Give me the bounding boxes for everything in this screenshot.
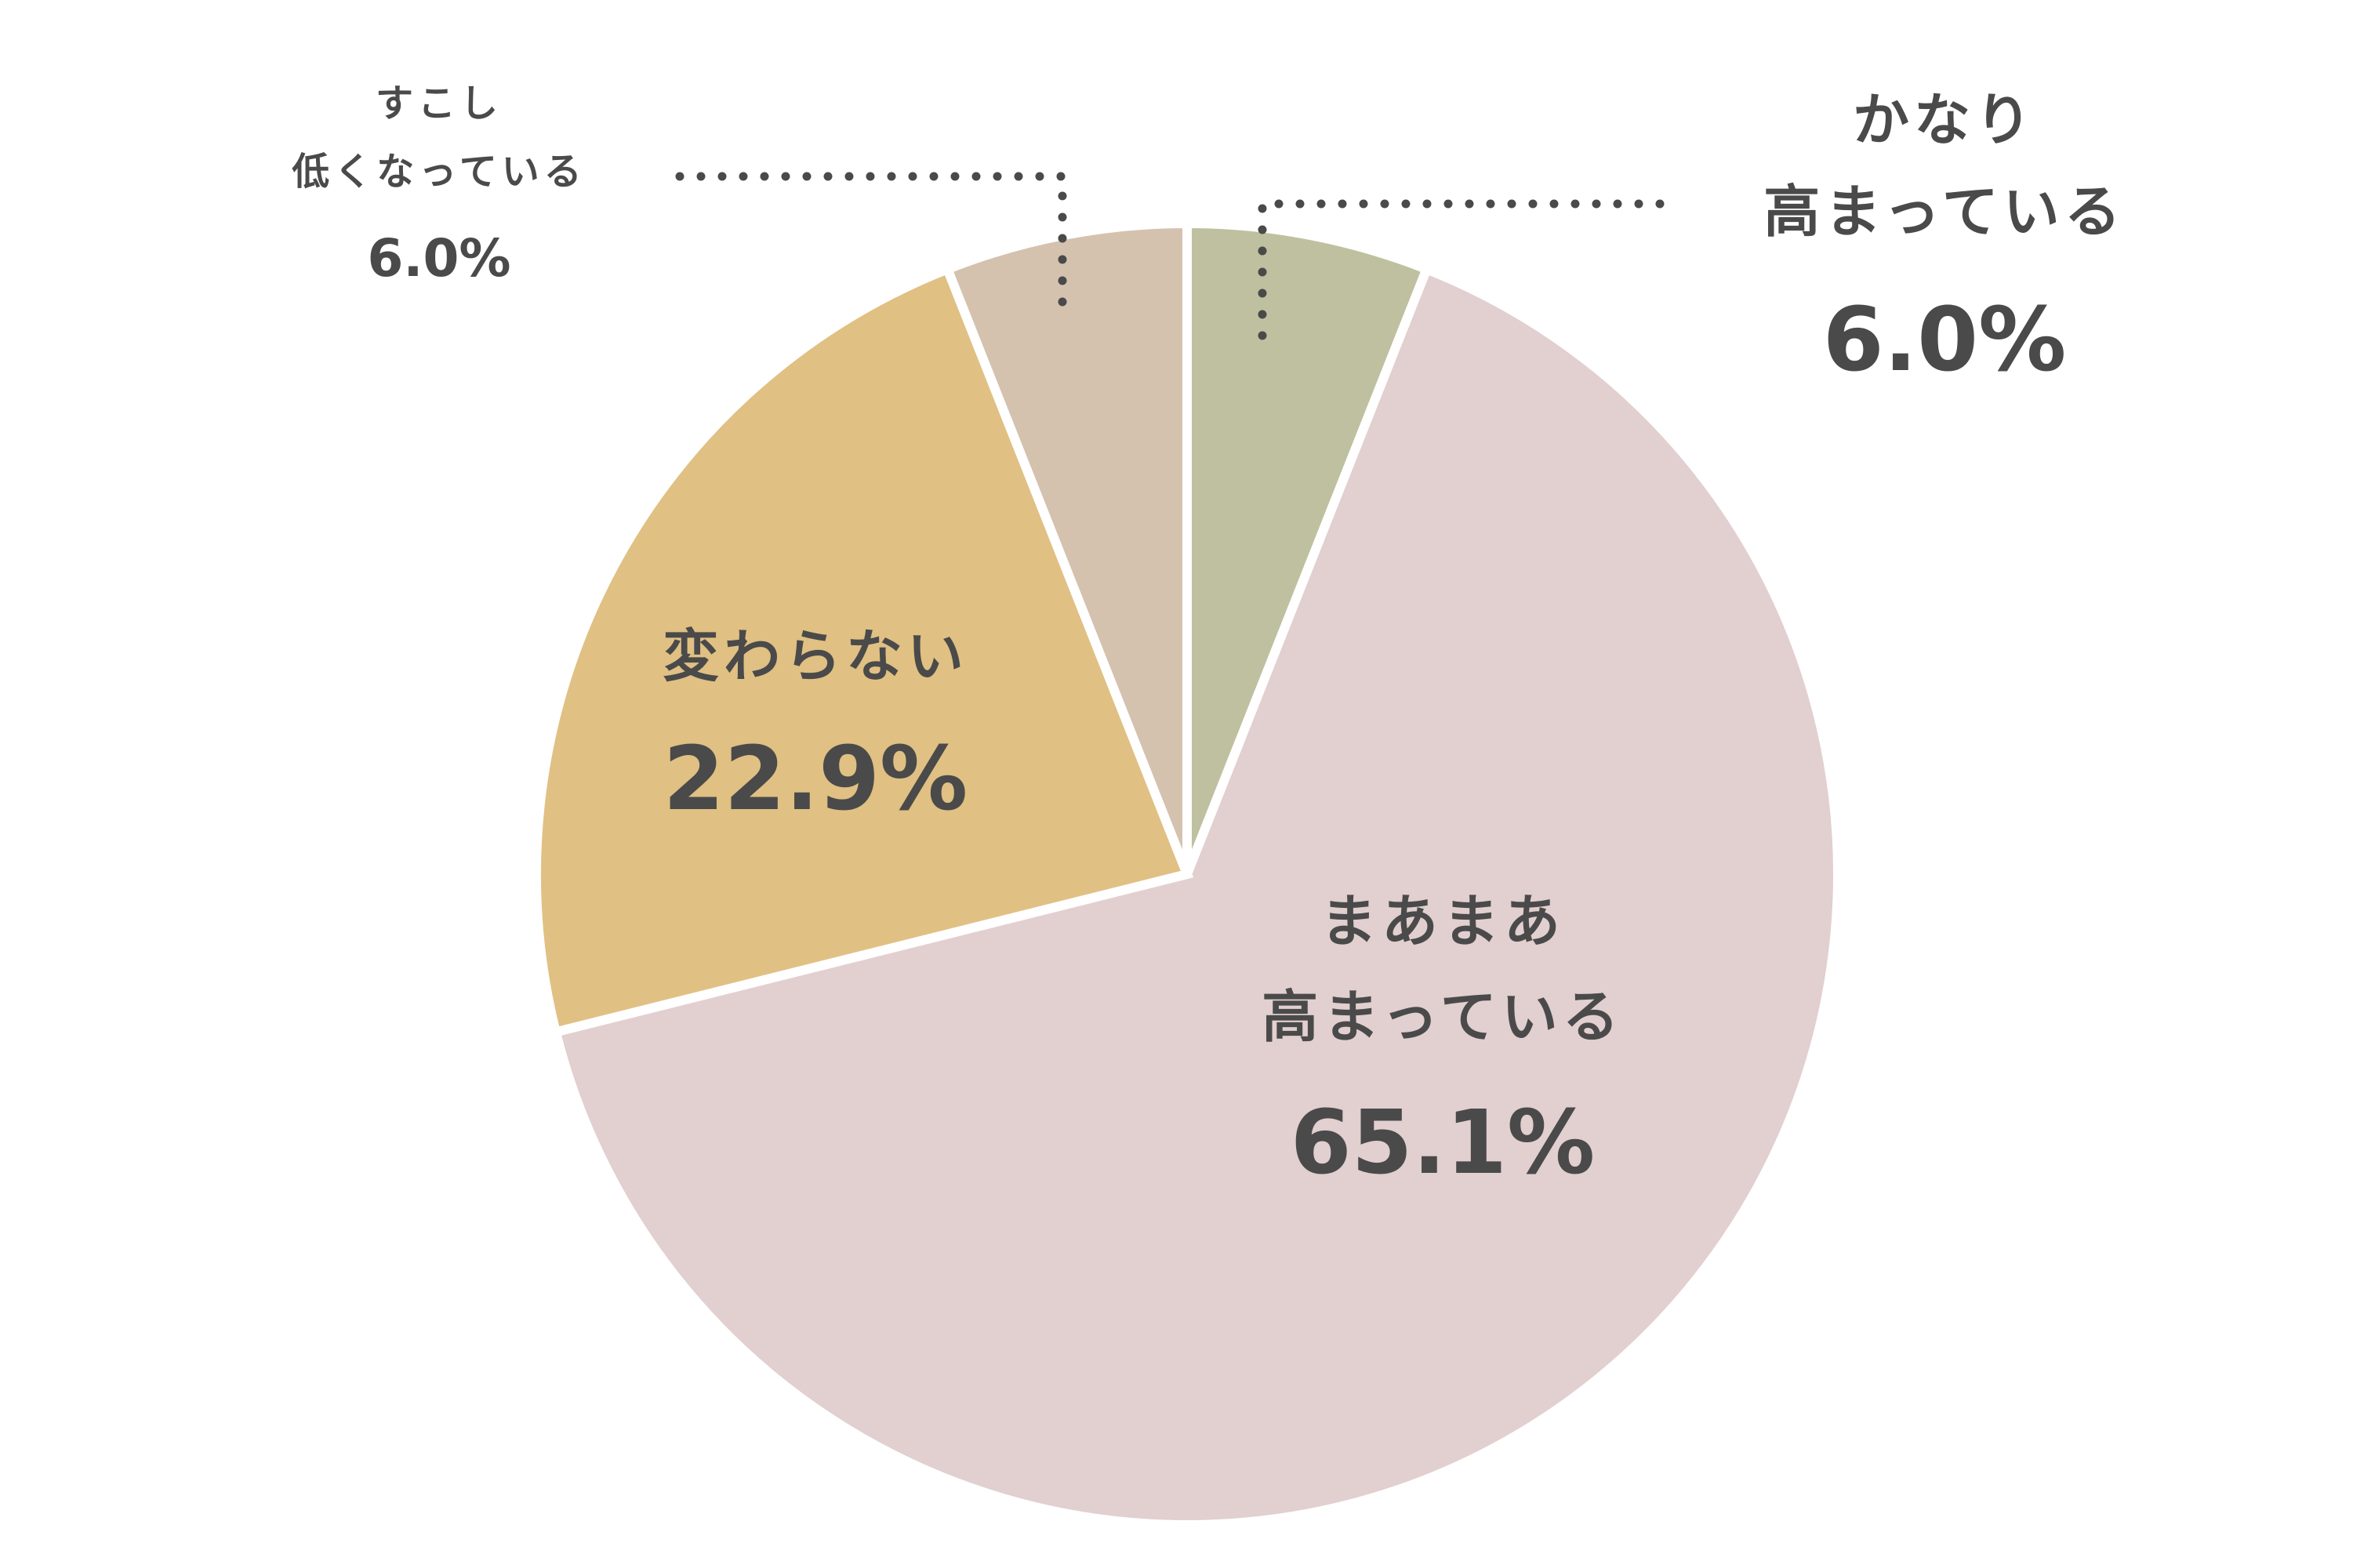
label-sukoshi-line1: すこし xyxy=(376,82,503,125)
label-maamaa-line2: 高まっている xyxy=(1262,984,1624,1050)
slice-sukoshi xyxy=(941,218,1192,877)
value-maamaa: 65.1% xyxy=(1291,1092,1596,1194)
label-kanari-line1: かなり xyxy=(1853,87,2036,153)
value-kanari: 6.0% xyxy=(1823,289,2067,391)
slice-kawaranai xyxy=(532,263,1194,1038)
label-kawaranai: 変わらない xyxy=(663,623,968,689)
leader-line-sukoshi xyxy=(662,172,1067,307)
leader-line-kanari xyxy=(1258,199,1667,340)
value-kawaranai: 22.9% xyxy=(663,728,968,830)
label-maamaa-line1: まあまあ xyxy=(1320,888,1565,954)
label-kanari-line2: 高まっている xyxy=(1763,179,2126,245)
slice-maamaa xyxy=(550,263,1843,1530)
pie-slices xyxy=(532,218,1843,1530)
label-sukoshi-line2: 低くなっている xyxy=(292,150,586,194)
value-sukoshi: 6.0% xyxy=(367,228,510,289)
